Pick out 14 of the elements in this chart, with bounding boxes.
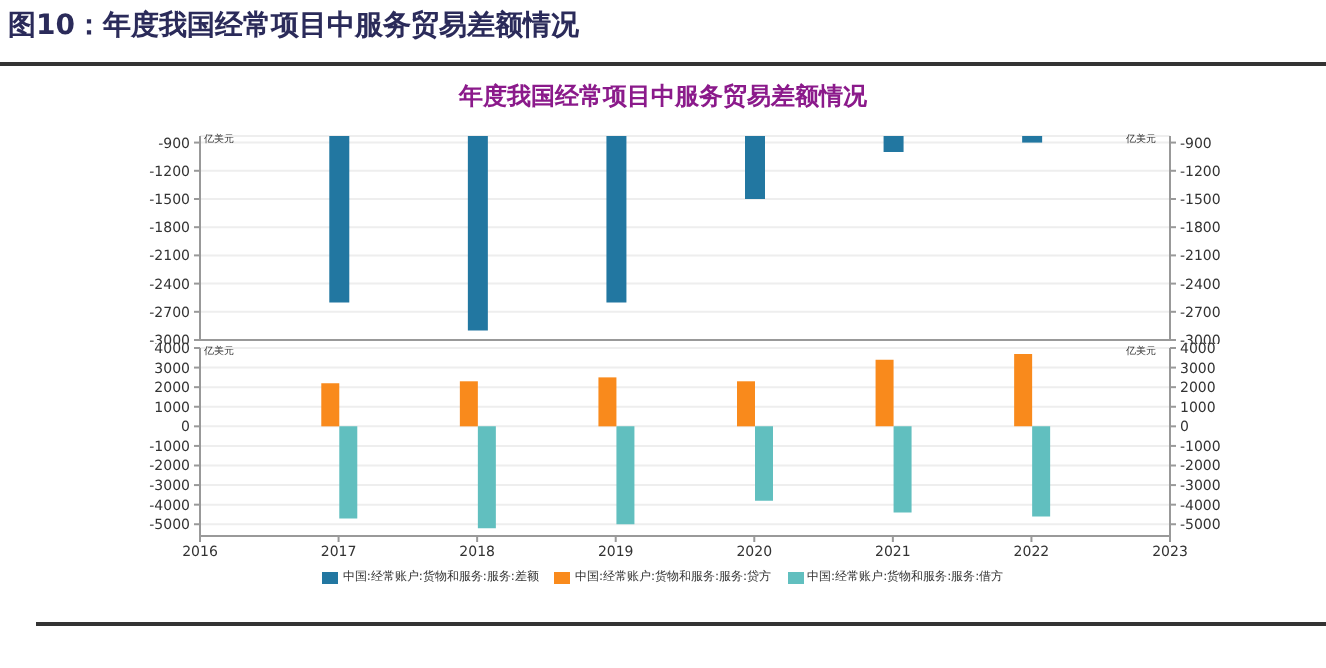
bar	[477, 426, 496, 529]
chart-title: 年度我国经常项目中服务贸易差额情况	[456, 80, 869, 114]
bar	[1032, 426, 1051, 517]
bar	[598, 377, 617, 427]
bar	[1014, 353, 1033, 427]
bar	[459, 381, 478, 427]
bar	[755, 426, 773, 501]
bar	[875, 359, 894, 427]
bar	[737, 381, 755, 427]
bar	[616, 426, 635, 525]
bar	[339, 426, 358, 519]
bar	[321, 383, 340, 427]
caption: 图10：年度我国经常项目中服务贸易差额情况	[8, 8, 579, 44]
bar	[893, 426, 912, 513]
